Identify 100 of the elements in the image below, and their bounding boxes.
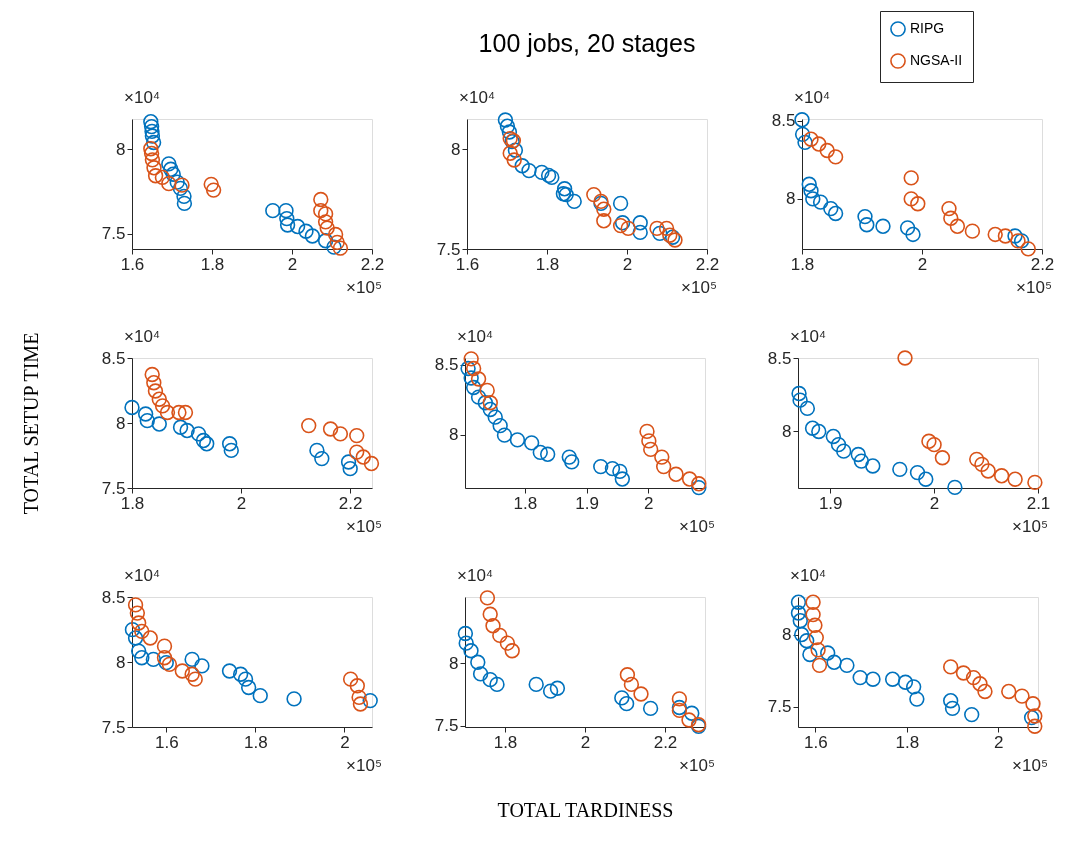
point — [278, 203, 294, 219]
text: ×10⁴ — [457, 327, 494, 346]
point — [564, 454, 580, 470]
point — [614, 690, 630, 706]
point — [145, 134, 162, 151]
point — [349, 444, 365, 460]
y-tick-label: 8.5 — [767, 348, 792, 368]
point — [836, 443, 852, 459]
point — [154, 169, 171, 186]
point — [482, 671, 498, 688]
text: ×10⁵ — [346, 517, 382, 536]
point — [477, 395, 494, 411]
point — [941, 200, 957, 217]
point — [799, 400, 816, 417]
x-tick-label: 1.9 — [575, 493, 599, 513]
point — [859, 217, 875, 233]
point — [921, 433, 937, 449]
y-tick-label: 7.5 — [101, 717, 126, 737]
point — [652, 225, 668, 242]
point — [827, 149, 844, 165]
point — [159, 404, 176, 421]
point — [509, 432, 526, 448]
point — [556, 181, 573, 197]
point — [684, 705, 700, 721]
point — [865, 671, 881, 687]
point — [811, 657, 828, 673]
point — [619, 667, 636, 683]
point — [174, 177, 190, 193]
point — [332, 426, 349, 442]
point — [523, 435, 540, 451]
point — [482, 401, 498, 418]
y-axis-title: TOTAL SETUP TIME — [19, 332, 42, 515]
point — [897, 350, 913, 366]
point — [289, 218, 306, 235]
point — [1027, 474, 1043, 491]
point — [514, 158, 530, 174]
point — [528, 676, 544, 693]
point — [633, 686, 649, 702]
y-tick-label: 8 — [116, 139, 126, 159]
point — [332, 240, 349, 256]
point — [803, 131, 819, 147]
point — [658, 220, 675, 237]
point — [623, 676, 640, 693]
point — [654, 449, 670, 465]
point — [865, 458, 881, 474]
point — [632, 215, 648, 231]
point — [790, 605, 807, 621]
point — [804, 420, 821, 436]
point — [790, 594, 807, 610]
point — [342, 460, 358, 477]
point — [355, 449, 371, 465]
point — [620, 220, 636, 237]
x-tick-label: 1.6 — [804, 732, 828, 752]
point — [812, 194, 829, 210]
point — [561, 449, 577, 465]
point — [279, 217, 296, 233]
point — [147, 383, 164, 399]
point — [972, 676, 988, 692]
point — [593, 458, 609, 475]
point — [482, 395, 498, 411]
point — [965, 669, 982, 686]
text: ×10⁵ — [346, 278, 382, 297]
point — [997, 228, 1014, 244]
x-tick-label: 2 — [340, 732, 350, 752]
point — [326, 239, 342, 255]
text: ×10⁴ — [794, 88, 831, 107]
point — [151, 391, 167, 407]
point — [171, 404, 187, 421]
point — [154, 398, 171, 414]
point — [980, 463, 996, 479]
point — [892, 461, 908, 478]
point — [146, 160, 162, 176]
point — [195, 432, 212, 449]
point — [240, 679, 257, 696]
point — [947, 479, 963, 496]
point — [221, 436, 238, 452]
text: ×10⁴ — [124, 566, 161, 585]
point — [199, 436, 215, 452]
point — [129, 605, 146, 621]
point — [265, 203, 281, 219]
y-tick-label: 7.5 — [767, 697, 792, 717]
point — [944, 700, 961, 717]
point — [614, 471, 631, 487]
point — [1001, 683, 1017, 700]
point — [830, 436, 847, 453]
point — [639, 423, 655, 440]
x-tick-label: 2 — [287, 254, 298, 274]
y-tick-label: 8 — [449, 425, 459, 445]
point — [909, 691, 925, 707]
point — [794, 112, 810, 128]
point — [470, 389, 487, 405]
point — [363, 455, 380, 472]
point — [143, 145, 160, 162]
point — [811, 136, 827, 152]
y-tick-label: 8 — [449, 653, 459, 673]
text: ×10⁵ — [1016, 278, 1052, 297]
x-tick-label: 1.8 — [244, 732, 268, 752]
point — [649, 220, 665, 237]
point — [174, 663, 191, 679]
y-tick-label: 8.5 — [434, 355, 459, 375]
